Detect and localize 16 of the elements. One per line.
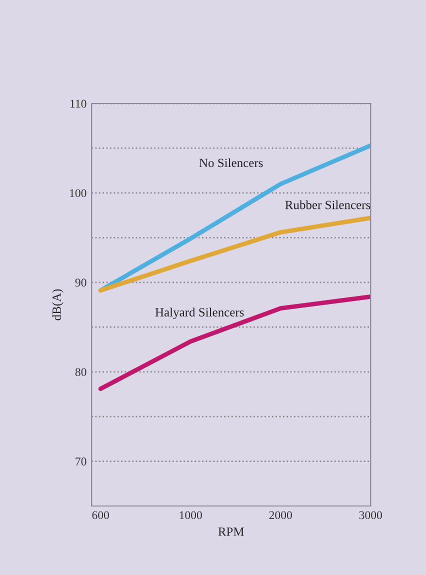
y-tick-label: 100 xyxy=(70,189,86,198)
line-series xyxy=(98,216,371,293)
y-tick-label: 90 xyxy=(75,278,86,287)
series-label: Halyard Silencers xyxy=(155,308,244,320)
series-label: No Silencers xyxy=(199,158,263,168)
y-axis-title: dB(A) xyxy=(52,289,64,320)
y-tick-label: 80 xyxy=(75,368,86,376)
x-tick-label: 600 xyxy=(92,511,109,520)
y-tick-label: 110 xyxy=(70,100,86,108)
x-tick-label: 3000 xyxy=(359,511,382,520)
x-tick-label: 1000 xyxy=(180,511,202,520)
series-label: Rubber Silencers xyxy=(285,200,370,210)
x-tick-label: 2000 xyxy=(269,511,292,520)
x-axis-title: RPM xyxy=(218,528,244,536)
y-tick-label: 70 xyxy=(76,458,86,466)
line-series xyxy=(98,294,371,392)
